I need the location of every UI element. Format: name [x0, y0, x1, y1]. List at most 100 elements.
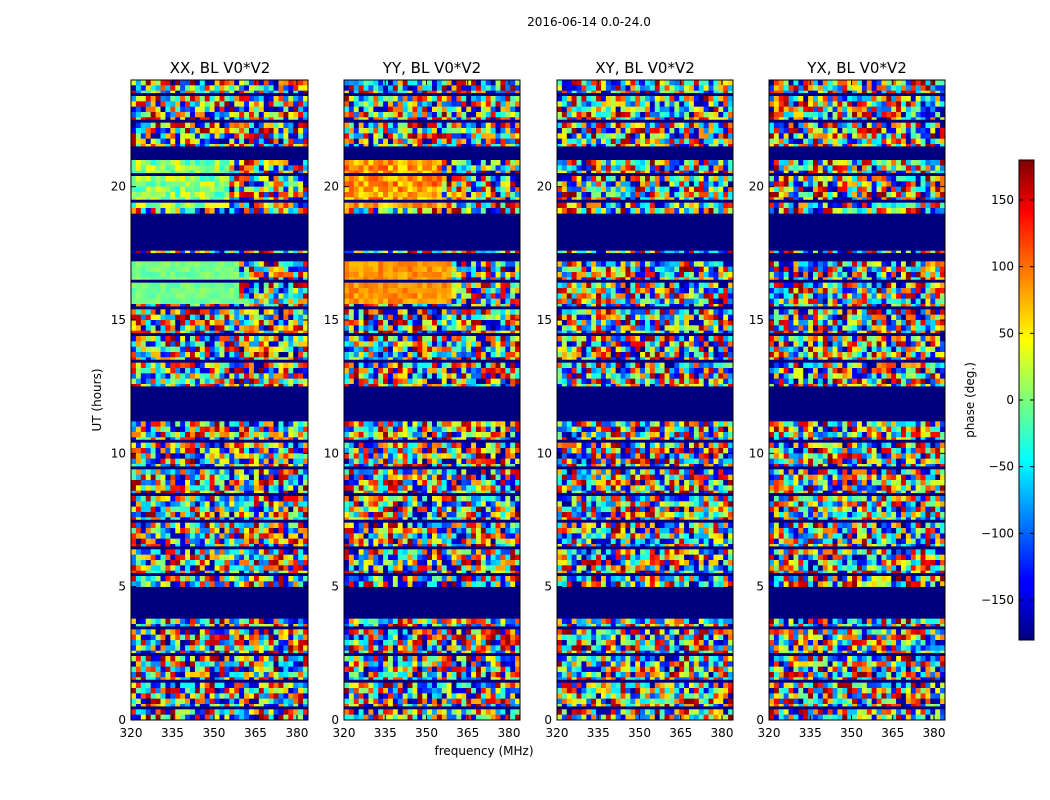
- heatmap-cell: [293, 330, 299, 334]
- heatmap-cell: [229, 501, 235, 507]
- heatmap-cell: [293, 432, 299, 438]
- heatmap-cell: [209, 432, 215, 438]
- heatmap-cell: [278, 677, 284, 680]
- heatmap-cell: [140, 421, 147, 427]
- heatmap-cell: [293, 544, 299, 547]
- heatmap-cell: [145, 106, 151, 113]
- heatmap-cell: [145, 181, 151, 187]
- heatmap-cell: [298, 682, 304, 689]
- heatmap-cell: [515, 298, 521, 305]
- heatmap-cell: [293, 496, 299, 502]
- heatmap-cell: [219, 90, 225, 94]
- heatmap-cell: [293, 85, 299, 91]
- heatmap-cell: [150, 624, 156, 627]
- heatmap-cell: [427, 330, 433, 334]
- heatmap-cell: [258, 261, 265, 267]
- heatmap-cell: [209, 362, 215, 369]
- heatmap-cell: [131, 80, 137, 86]
- heatmap-cell: [368, 250, 374, 254]
- heatmap-cell: [278, 165, 284, 171]
- heatmap-cell: [135, 282, 142, 289]
- heatmap-cell: [219, 528, 225, 534]
- heatmap-cell: [344, 250, 350, 254]
- heatmap-cell: [303, 288, 309, 294]
- heatmap-cell: [288, 266, 294, 273]
- heatmap-cell: [446, 101, 452, 107]
- heatmap-cell: [278, 645, 284, 651]
- heatmap-cell: [219, 368, 225, 374]
- heatmap-cell: [165, 192, 171, 198]
- heatmap-cell: [392, 170, 399, 174]
- heatmap-cell: [165, 629, 171, 635]
- heatmap-cell: [283, 165, 289, 171]
- heatmap-cell: [155, 106, 161, 113]
- heatmap-cell: [194, 469, 201, 475]
- heatmap-cell: [303, 165, 309, 171]
- heatmap-cell: [194, 330, 201, 334]
- heatmap-cell: [412, 272, 418, 278]
- heatmap-cell: [383, 122, 389, 129]
- heatmap-cell: [219, 96, 225, 102]
- heatmap-cell: [249, 352, 255, 358]
- heatmap-cell: [412, 128, 418, 134]
- heatmap-cell: [209, 378, 215, 385]
- heatmap-cell: [155, 133, 161, 139]
- heatmap-cell: [466, 192, 472, 198]
- heatmap-cell: [180, 693, 186, 699]
- heatmap-cell: [204, 565, 210, 571]
- heatmap-cell: [199, 704, 206, 707]
- heatmap-cell: [165, 133, 171, 139]
- heatmap-cell: [204, 96, 210, 102]
- heatmap-cell: [219, 117, 225, 120]
- heatmap-cell: [209, 160, 215, 166]
- heatmap-cell: [204, 176, 210, 182]
- heatmap-cell: [170, 645, 176, 651]
- heatmap-cell: [194, 442, 201, 449]
- heatmap-cell: [510, 181, 516, 187]
- heatmap-cell: [348, 320, 355, 326]
- heatmap-cell: [288, 250, 294, 254]
- heatmap-cell: [293, 645, 299, 651]
- heatmap-cell: [402, 112, 408, 118]
- heatmap-cell: [150, 346, 156, 353]
- heatmap-cell: [194, 325, 201, 331]
- heatmap-cell: [451, 320, 457, 326]
- heatmap-cell: [170, 640, 176, 646]
- heatmap-cell: [471, 160, 477, 166]
- heatmap-cell: [303, 298, 309, 305]
- heatmap-cell: [249, 522, 255, 529]
- heatmap-cell: [131, 672, 137, 678]
- heatmap-cell: [273, 442, 279, 449]
- heatmap-cell: [298, 197, 304, 200]
- heatmap-cell: [239, 421, 245, 427]
- heatmap-cell: [480, 266, 487, 273]
- heatmap-cell: [244, 645, 250, 651]
- heatmap-cell: [239, 442, 245, 449]
- heatmap-cell: [253, 464, 260, 467]
- heatmap-cell: [466, 90, 472, 94]
- heatmap-cell: [249, 661, 255, 667]
- heatmap-cell: [194, 693, 201, 699]
- heatmap-cell: [412, 90, 418, 94]
- heatmap-cell: [224, 186, 230, 193]
- heatmap-cell: [422, 96, 428, 102]
- heatmap-cell: [170, 357, 176, 360]
- heatmap-cell: [219, 421, 225, 427]
- heatmap-cell: [135, 85, 142, 91]
- heatmap-cell: [229, 272, 235, 278]
- heatmap-cell: [190, 714, 196, 721]
- heatmap-cell: [214, 378, 220, 385]
- heatmap-cell: [214, 464, 220, 467]
- heatmap-cell: [471, 250, 477, 254]
- heatmap-cell: [303, 112, 309, 118]
- heatmap-cell: [234, 122, 240, 129]
- heatmap-cell: [466, 176, 472, 182]
- heatmap-cell: [224, 133, 230, 139]
- heatmap-cell: [422, 176, 428, 182]
- heatmap-cell: [170, 570, 176, 574]
- heatmap-cell: [348, 144, 355, 147]
- heatmap-cell: [155, 330, 161, 334]
- heatmap-cell: [204, 373, 210, 379]
- heatmap-cell: [253, 645, 260, 651]
- heatmap-cell: [441, 330, 447, 334]
